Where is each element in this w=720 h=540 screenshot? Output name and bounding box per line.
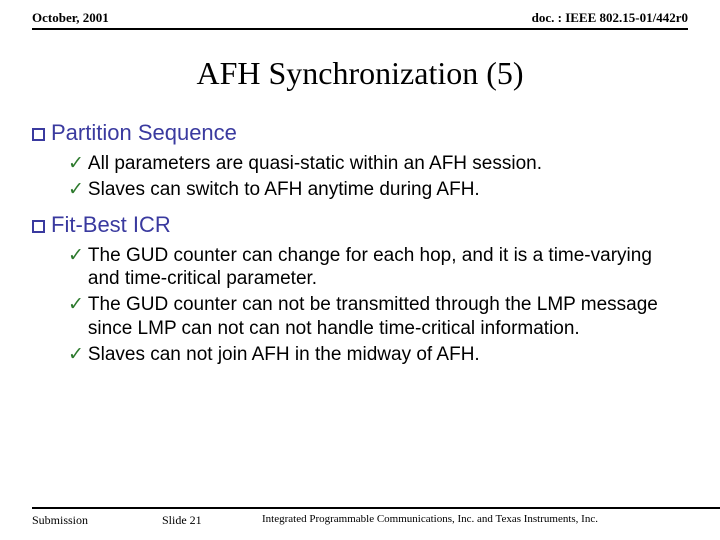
footer-attribution: Integrated Programmable Communications, …: [262, 513, 720, 525]
list-item-text: The GUD counter can not be transmitted t…: [88, 293, 688, 341]
list-item: ✓ Slaves can switch to AFH anytime durin…: [68, 178, 688, 202]
list-item: ✓ The GUD counter can change for each ho…: [68, 244, 688, 292]
slide-title: AFH Synchronization (5): [0, 55, 720, 92]
check-icon: ✓: [68, 152, 84, 176]
section-heading: Fit-Best ICR: [32, 212, 688, 238]
list-item: ✓ All parameters are quasi-static within…: [68, 152, 688, 176]
check-icon: ✓: [68, 343, 84, 367]
square-bullet-icon: [32, 220, 45, 233]
slide-content: Partition Sequence ✓ All parameters are …: [32, 110, 688, 376]
sub-list: ✓ The GUD counter can change for each ho…: [68, 244, 688, 367]
list-item-text: Slaves can switch to AFH anytime during …: [88, 178, 480, 202]
slide-header: October, 2001 doc. : IEEE 802.15-01/442r…: [32, 10, 688, 30]
check-icon: ✓: [68, 178, 84, 202]
list-item-text: All parameters are quasi-static within a…: [88, 152, 542, 176]
list-item-text: Slaves can not join AFH in the midway of…: [88, 343, 480, 367]
list-item: ✓ The GUD counter can not be transmitted…: [68, 293, 688, 341]
check-icon: ✓: [68, 293, 84, 341]
check-icon: ✓: [68, 244, 84, 292]
list-item: ✓ Slaves can not join AFH in the midway …: [68, 343, 688, 367]
section-heading-text: Fit-Best ICR: [51, 212, 171, 237]
section-heading-text: Partition Sequence: [51, 120, 237, 145]
slide-footer: Submission Slide 21 Integrated Programma…: [32, 507, 720, 528]
header-date: October, 2001: [32, 10, 109, 26]
sub-list: ✓ All parameters are quasi-static within…: [68, 152, 688, 202]
footer-submission: Submission: [32, 513, 162, 528]
footer-slide-number: Slide 21: [162, 513, 262, 528]
list-item-text: The GUD counter can change for each hop,…: [88, 244, 688, 292]
section-heading: Partition Sequence: [32, 120, 688, 146]
square-bullet-icon: [32, 128, 45, 141]
header-doc-ref: doc. : IEEE 802.15-01/442r0: [532, 10, 688, 26]
